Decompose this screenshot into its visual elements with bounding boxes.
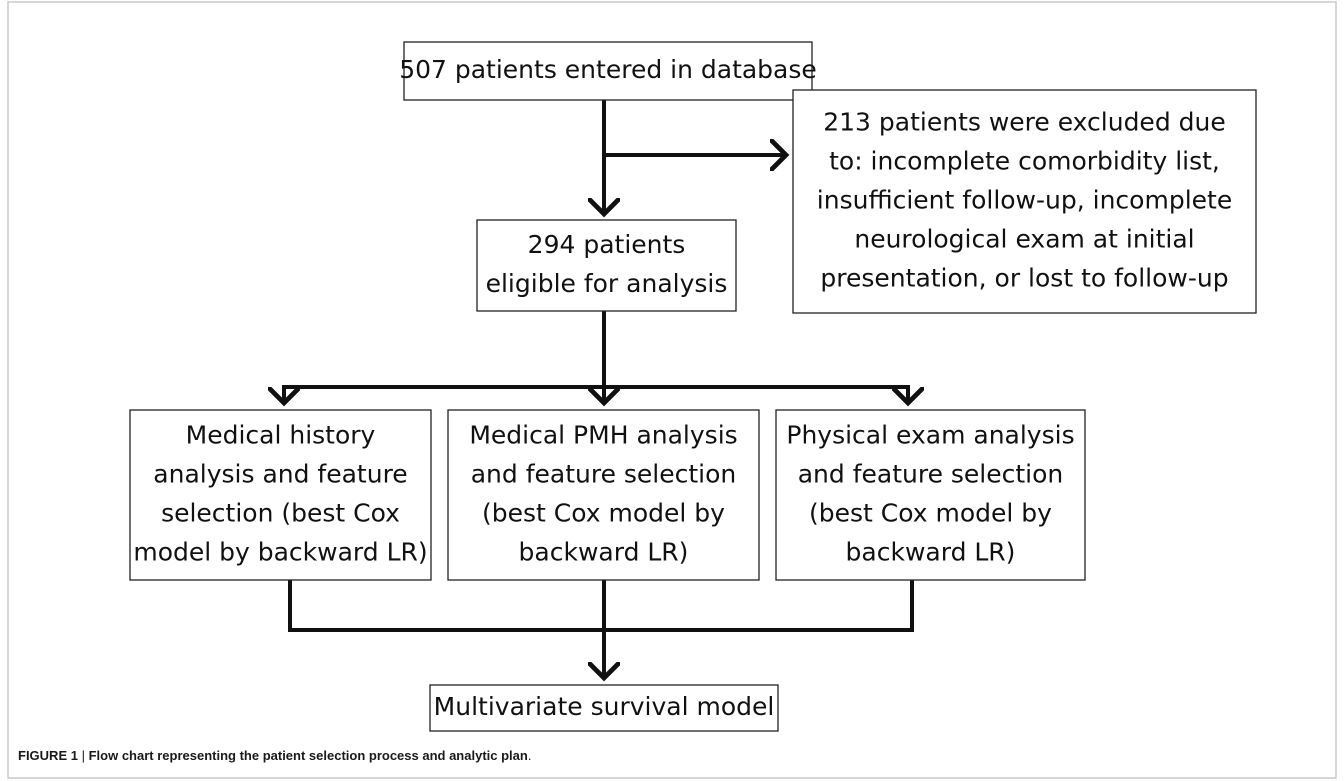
node-label: Medical history — [186, 421, 376, 450]
figure-frame — [7, 1, 1337, 779]
node-label: Physical exam analysis — [786, 421, 1074, 450]
node-label: selection (best Cox — [161, 499, 400, 528]
node-box — [476, 219, 737, 312]
caption-text: Flow chart representing the patient sele… — [89, 748, 528, 763]
node-label: insufficient follow-up, incomplete — [817, 186, 1232, 215]
node-label: 294 patients — [528, 230, 686, 259]
node-label: Medical PMH analysis — [469, 421, 737, 450]
node-box — [775, 409, 1086, 581]
node-label: and feature selection — [471, 460, 737, 489]
node-label: backward LR) — [519, 538, 689, 567]
node-label: neurological exam at initial — [854, 225, 1194, 254]
node-label: to: incomplete comorbidity list, — [829, 147, 1220, 176]
node-label: Multivariate survival model — [434, 692, 775, 721]
caption: FIGURE 1 | Flow chart representing the p… — [18, 748, 531, 763]
node-box — [429, 684, 779, 732]
node-box — [403, 41, 813, 101]
node-box — [447, 409, 760, 581]
node-box — [129, 409, 432, 581]
caption-separator: | — [82, 748, 85, 763]
node-label: backward LR) — [846, 538, 1016, 567]
connectors — [282, 100, 914, 678]
node-label: eligible for analysis — [486, 269, 728, 298]
caption-end: . — [528, 748, 532, 763]
node-label: analysis and feature — [153, 460, 407, 489]
node-box — [792, 89, 1257, 314]
node-label: (best Cox model by — [482, 499, 725, 528]
node-label: model by backward LR) — [133, 538, 427, 567]
caption-label: FIGURE 1 — [18, 748, 78, 763]
node-label: and feature selection — [798, 460, 1064, 489]
node-label: presentation, or lost to follow-up — [820, 264, 1228, 293]
node-label: 213 patients were excluded due — [823, 108, 1225, 137]
node-label: (best Cox model by — [809, 499, 1052, 528]
node-label: 507 patients entered in database — [399, 55, 817, 84]
